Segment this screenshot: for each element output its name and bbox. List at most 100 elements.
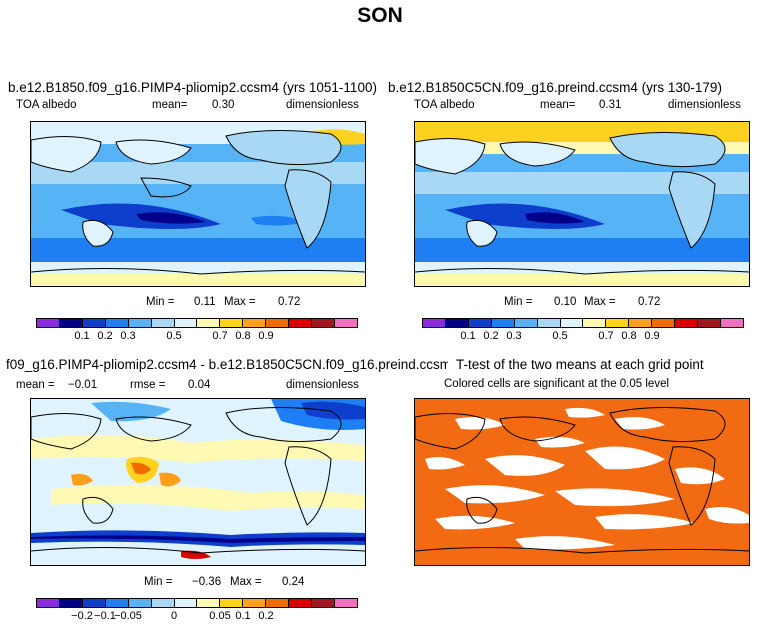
panel-3-max-label: Max = xyxy=(230,576,262,588)
colorbar-swatch xyxy=(197,319,221,327)
panel-1-variable: TOA albedo xyxy=(16,99,77,111)
colorbar-tick-label: 0.1 xyxy=(235,610,251,622)
colorbar-tick-label: 0.05 xyxy=(209,610,231,622)
colorbar-swatch xyxy=(468,319,492,327)
panel-3-min-value: −0.36 xyxy=(192,576,222,588)
colorbar-swatch xyxy=(629,319,653,327)
colorbar-swatch xyxy=(537,319,561,327)
colorbar-swatch xyxy=(37,599,60,607)
colorbar-swatch xyxy=(652,319,676,327)
panel-1-min-label: Min = xyxy=(146,296,175,308)
panel-4-title: T-test of the two means at each grid poi… xyxy=(456,357,704,372)
colorbar-swatch xyxy=(82,599,106,607)
colorbar-swatch xyxy=(105,319,129,327)
panel-4-map-svg xyxy=(415,399,749,565)
panel-3-rmse-label: rmse = xyxy=(130,379,166,391)
panel-2-max-label: Max = xyxy=(584,296,616,308)
panel-2-mean-label: mean= xyxy=(540,99,576,111)
colorbar-tick-label: 0 xyxy=(170,610,178,622)
panel-3-mean-value: −0.01 xyxy=(68,379,98,391)
colorbar-swatch xyxy=(82,319,106,327)
colorbar-swatch xyxy=(606,319,630,327)
colorbar-tick-label: 0.9 xyxy=(258,330,274,342)
panel-1-map xyxy=(30,121,366,287)
colorbar-swatch xyxy=(151,319,175,327)
colorbar-tick-label: 0.1 xyxy=(74,330,90,342)
colorbar-swatch xyxy=(312,319,335,327)
panel-1-map-svg xyxy=(31,122,365,286)
colorbar-tick-label: −0.2 xyxy=(71,610,93,622)
colorbar-swatch xyxy=(59,319,83,327)
panel-2-map xyxy=(414,121,750,287)
panel-3-colorbar xyxy=(36,598,358,608)
figure-title: SON xyxy=(357,4,403,27)
colorbar-swatch xyxy=(334,599,357,607)
panel-4-subtitle: Colored cells are significant at the 0.0… xyxy=(444,378,670,390)
panel-3-rmse-value: 0.04 xyxy=(188,379,211,391)
colorbar-swatch xyxy=(491,319,515,327)
panel-3-min-label: Min = xyxy=(144,576,173,588)
colorbar-swatch xyxy=(220,319,244,327)
colorbar-tick-label: 0.8 xyxy=(621,330,637,342)
colorbar-swatch xyxy=(197,599,221,607)
colorbar-swatch xyxy=(720,319,743,327)
panel-1-min-value: 0.11 xyxy=(194,296,216,308)
colorbar-tick-label: −0.1 xyxy=(94,610,116,622)
colorbar-swatch xyxy=(583,319,607,327)
panel-2-min-value: 0.10 xyxy=(554,296,577,308)
panel-3-map xyxy=(30,398,366,566)
colorbar-tick-label: 0.3 xyxy=(120,330,136,342)
colorbar-swatch xyxy=(37,319,60,327)
colorbar-swatch xyxy=(151,599,175,607)
panel-3-max-value: 0.24 xyxy=(282,576,305,588)
colorbar-tick-label: −0.05 xyxy=(114,610,142,622)
panel-3-units: dimensionless xyxy=(286,379,359,391)
panel-1-mean-label: mean= xyxy=(152,99,188,111)
colorbar-swatch xyxy=(174,599,198,607)
panel-2-map-svg xyxy=(415,122,749,286)
colorbar-tick-label: 0.2 xyxy=(97,330,113,342)
panel-4-map xyxy=(414,398,750,566)
colorbar-swatch xyxy=(289,319,313,327)
colorbar-swatch xyxy=(243,319,267,327)
colorbar-swatch xyxy=(312,599,335,607)
colorbar-swatch xyxy=(266,599,290,607)
colorbar-tick-label: 0.9 xyxy=(644,330,660,342)
panel-3-title: f09_g16.PIMP4-pliomip2.ccsm4 - b.e12.B18… xyxy=(6,357,448,372)
panel-2-colorbar xyxy=(422,318,744,328)
colorbar-swatch xyxy=(105,599,129,607)
panel-1-max-label: Max = xyxy=(224,296,256,308)
panel-2-variable: TOA albedo xyxy=(414,99,475,111)
panel-1-max-value: 0.72 xyxy=(278,296,301,308)
colorbar-tick-label: 0.5 xyxy=(166,330,182,342)
colorbar-tick-label: 0.8 xyxy=(235,330,251,342)
colorbar-swatch xyxy=(220,599,244,607)
panel-2-min-label: Min = xyxy=(504,296,533,308)
colorbar-tick-label: 0.1 xyxy=(460,330,476,342)
colorbar-swatch xyxy=(560,319,584,327)
colorbar-swatch xyxy=(266,319,290,327)
colorbar-swatch xyxy=(243,599,267,607)
colorbar-swatch xyxy=(334,319,357,327)
panel-2-max-value: 0.72 xyxy=(638,296,661,308)
colorbar-tick-label: 0.7 xyxy=(598,330,614,342)
colorbar-swatch xyxy=(445,319,469,327)
colorbar-swatch xyxy=(128,319,152,327)
colorbar-swatch xyxy=(174,319,198,327)
colorbar-tick-label: 0.7 xyxy=(212,330,228,342)
panel-3-mean-label: mean = xyxy=(16,379,55,391)
colorbar-swatch xyxy=(514,319,538,327)
colorbar-swatch xyxy=(59,599,83,607)
colorbar-tick-label: 0.2 xyxy=(258,610,274,622)
colorbar-swatch xyxy=(289,599,313,607)
panel-1-units: dimensionless xyxy=(286,99,359,111)
panel-2-title: b.e12.B1850C5CN.f09_g16.preind.ccsm4 (yr… xyxy=(388,80,722,95)
colorbar-tick-label: 0.2 xyxy=(483,330,499,342)
panel-2-units: dimensionless xyxy=(668,99,741,111)
colorbar-swatch xyxy=(675,319,699,327)
panel-1-colorbar xyxy=(36,318,358,328)
panel-3-map-svg xyxy=(31,399,365,565)
colorbar-swatch xyxy=(698,319,721,327)
panel-1-title: b.e12.B1850.f09_g16.PIMP4-pliomip2.ccsm4… xyxy=(8,80,377,95)
colorbar-tick-label: 0.3 xyxy=(506,330,522,342)
